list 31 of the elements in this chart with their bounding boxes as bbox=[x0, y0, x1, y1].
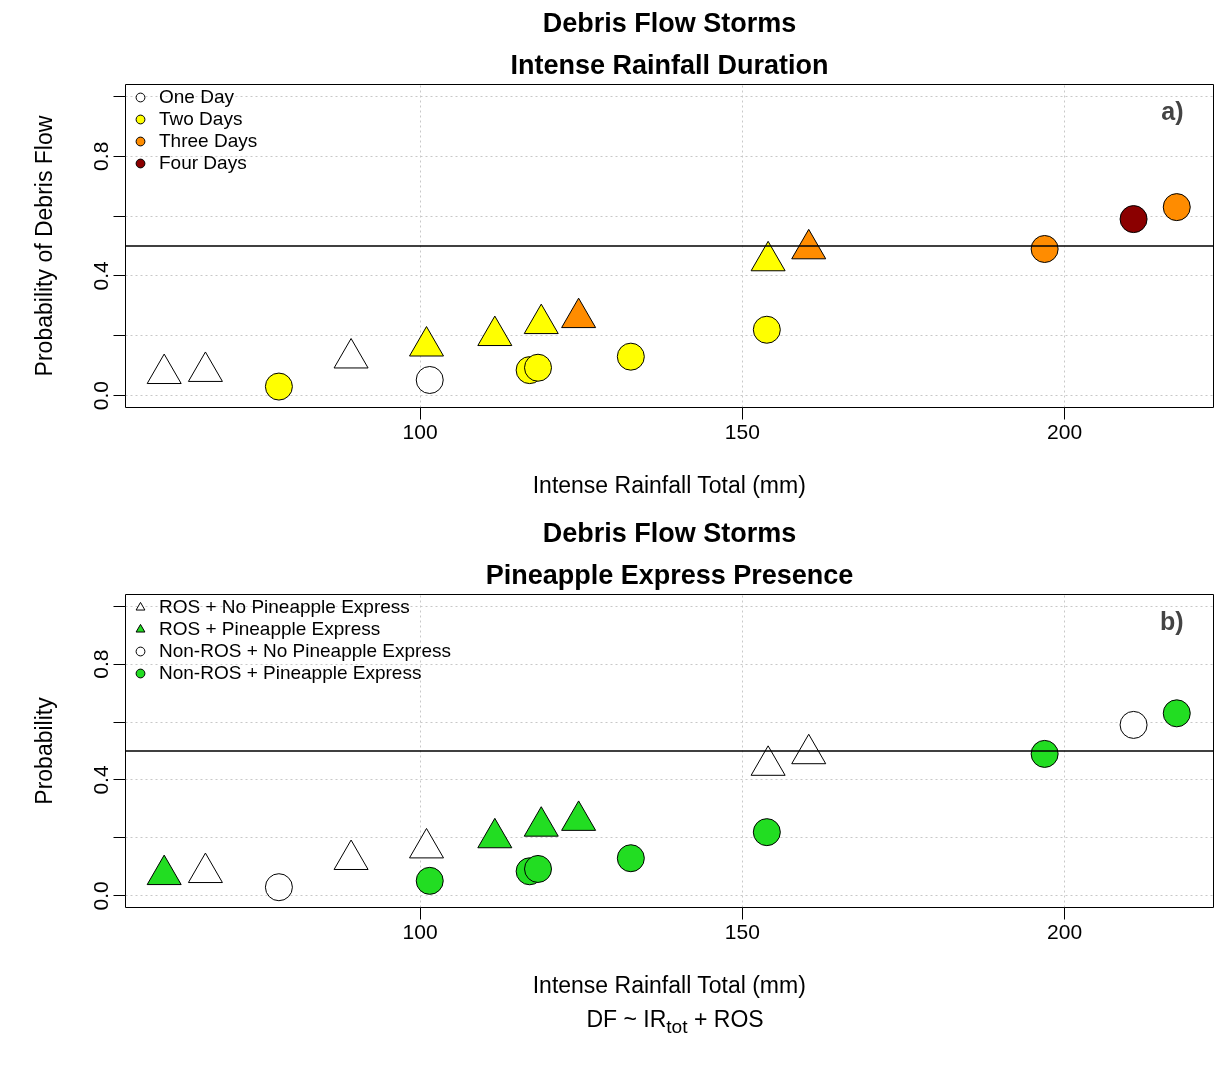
chart-title: Debris Flow Storms bbox=[542, 517, 797, 548]
chart-subtitle: Pineapple Express Presence bbox=[485, 559, 854, 590]
y-tick-label: 0.4 bbox=[89, 765, 113, 795]
x-tick-label: 200 bbox=[1047, 919, 1083, 943]
y-tick-label: 0.8 bbox=[89, 141, 113, 171]
chart-title: Debris Flow Storms bbox=[542, 7, 797, 38]
legend-label: Four Days bbox=[159, 152, 247, 174]
legend-label: ROS + No Pineapple Express bbox=[159, 596, 410, 618]
annotation: b) bbox=[1159, 606, 1184, 635]
y-axis-title: Probability bbox=[30, 696, 57, 805]
legend-label: Non-ROS + Pineapple Express bbox=[159, 662, 422, 684]
x-axis-title: Intense Rainfall Total (mm) bbox=[532, 971, 806, 998]
legend-label: Non-ROS + No Pineapple Express bbox=[159, 640, 452, 662]
y-tick-label: 0.0 bbox=[89, 380, 113, 411]
x-tick-label: 150 bbox=[724, 919, 760, 943]
legend-label: One Day bbox=[159, 86, 234, 108]
chart-subtitle: Intense Rainfall Duration bbox=[510, 49, 829, 80]
x-tick-label: 200 bbox=[1047, 419, 1083, 443]
x-axis-title: Intense Rainfall Total (mm) bbox=[532, 471, 806, 498]
annotation: a) bbox=[1161, 96, 1184, 125]
y-axis-title: Probability of Debris Flow bbox=[30, 115, 57, 377]
y-tick-label: 0.0 bbox=[89, 881, 113, 911]
x-tick-label: 100 bbox=[402, 919, 438, 943]
x-tick-label: 150 bbox=[724, 419, 760, 443]
text: DF ~ IR$_{tot}$ + ROS bbox=[585, 1005, 765, 1039]
y-tick-label: 0.4 bbox=[89, 260, 113, 291]
legend-label: Three Days bbox=[159, 130, 258, 152]
legend-label: Two Days bbox=[159, 108, 243, 130]
y-tick-label: 0.8 bbox=[89, 649, 113, 679]
x-tick-label: 100 bbox=[402, 419, 438, 443]
legend-label: ROS + Pineapple Express bbox=[159, 618, 381, 640]
